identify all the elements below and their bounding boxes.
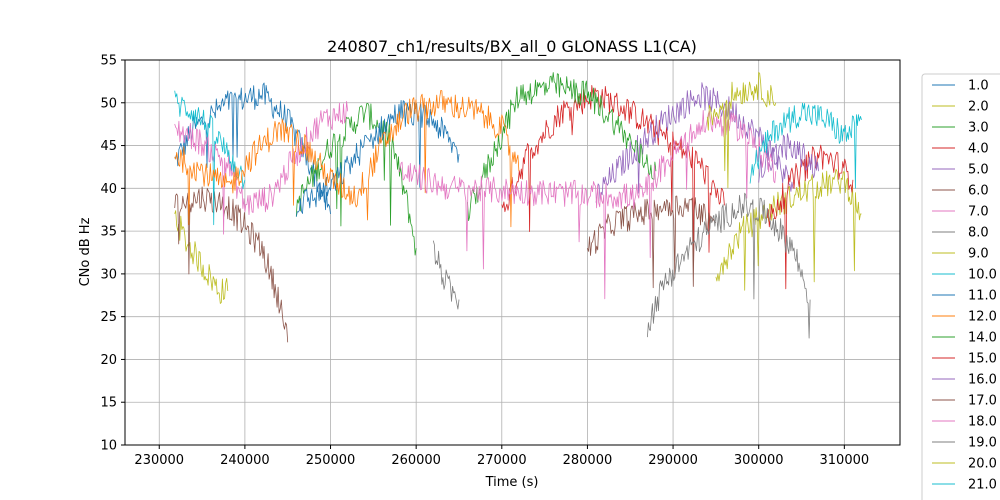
series-line-9-0: [715, 168, 862, 291]
x-tick-label: 280000: [563, 453, 613, 468]
legend-frame: [921, 73, 1000, 500]
y-tick-label: 10: [100, 439, 117, 454]
x-axis-title: Time (s): [485, 475, 539, 490]
series-line-6-0: [174, 186, 289, 343]
x-tick-label: 250000: [306, 453, 356, 468]
legend-label: 17.0: [968, 394, 997, 409]
legend-label: 18.0: [968, 415, 997, 430]
legend-label: 12.0: [968, 310, 997, 325]
legend-label: 1.0: [968, 79, 989, 94]
x-tick-label: 260000: [391, 453, 441, 468]
series-line-20-0: [706, 72, 777, 189]
legend-label: 15.0: [968, 352, 997, 367]
y-tick-label: 55: [100, 54, 117, 69]
legend-label: 19.0: [968, 436, 997, 451]
x-tick-label: 310000: [820, 453, 870, 468]
series-line-10-0: [174, 90, 246, 226]
legend-label: 3.0: [968, 121, 989, 136]
plot-frame: [124, 59, 901, 446]
chart-title: 240807_ch1/results/BX_all_0 GLONASS L1(C…: [327, 37, 697, 57]
x-tick-label: 230000: [134, 453, 184, 468]
legend: 1.0 2.0 3.0 4.0 5.0 6.0 7.0 8.0 9.0 10.0 11.0 12.0 1…: [921, 73, 1000, 500]
x-tick-label: 300000: [734, 453, 784, 468]
series-line-19-0: [647, 192, 811, 339]
legend-label: 6.0: [968, 184, 989, 199]
y-tick-label: 30: [100, 267, 117, 282]
y-tick-label: 15: [100, 396, 117, 411]
legend-label: 9.0: [968, 247, 989, 262]
series-line-21-0: [749, 102, 862, 189]
x-tick-label: 290000: [648, 453, 698, 468]
series-line-2-0: [174, 210, 229, 304]
legend-label: 2.0: [968, 100, 989, 115]
legend-label: 20.0: [968, 457, 997, 472]
legend-label: 14.0: [968, 331, 997, 346]
series-layer: [174, 72, 862, 343]
ticks: 230000 240000 250000 260000 270000 280000 2900…: [100, 54, 869, 469]
y-tick-label: 40: [100, 182, 117, 197]
legend-label: 8.0: [968, 226, 989, 241]
series-line-14-0: [467, 72, 657, 221]
series-line-1-0: [174, 82, 331, 215]
series-line-12-0: [174, 90, 520, 228]
x-tick-label: 270000: [477, 453, 527, 468]
legend-label: 11.0: [968, 289, 997, 304]
legend-label: 10.0: [968, 268, 997, 283]
y-tick-label: 45: [100, 139, 117, 154]
legend-label: 21.0: [968, 478, 997, 493]
legend-label: 5.0: [968, 163, 989, 178]
y-tick-label: 50: [100, 96, 117, 111]
series-line-5-0: [595, 82, 794, 203]
legend-label: 16.0: [968, 373, 997, 388]
x-tick-label: 240000: [220, 453, 270, 468]
y-tick-label: 25: [100, 310, 117, 325]
series-line-17-0: [587, 195, 717, 289]
y-axis-title: CNo dB Hz: [78, 217, 93, 286]
series-line-8-0: [432, 240, 460, 310]
legend-label: 4.0: [968, 142, 989, 157]
series-line-11-0: [295, 100, 460, 217]
series-line-18-0: [398, 110, 777, 300]
y-tick-label: 35: [100, 225, 117, 240]
y-tick-label: 20: [100, 353, 117, 368]
grid: [125, 59, 900, 446]
series-line-7-0: [174, 101, 349, 235]
legend-label: 7.0: [968, 205, 989, 220]
